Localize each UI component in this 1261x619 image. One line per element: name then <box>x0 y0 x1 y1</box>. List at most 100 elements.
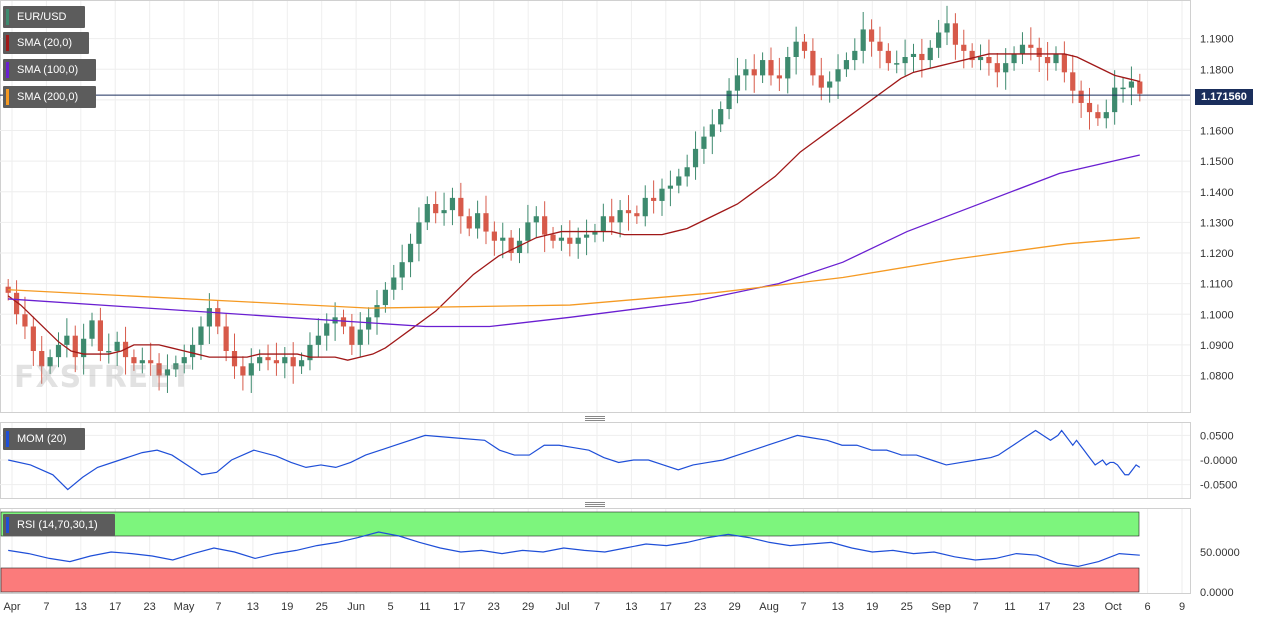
candle-body <box>47 357 53 367</box>
legend-swatch-mom <box>6 431 9 447</box>
y-tick-label: 1.1800 <box>1200 64 1234 76</box>
x-tick-label: 17 <box>1038 601 1050 613</box>
candle-body <box>173 363 179 370</box>
candle-body <box>734 75 741 91</box>
candle-body <box>231 351 238 367</box>
x-tick-label: 23 <box>1073 601 1085 613</box>
last-price-badge: 1.171560 <box>1195 89 1253 105</box>
candle-body <box>768 60 774 76</box>
candle-body <box>240 366 246 376</box>
x-tick-label: 7 <box>972 601 978 613</box>
candle-body <box>785 57 791 79</box>
candle-body <box>72 335 78 358</box>
x-tick-label: 6 <box>1145 601 1151 613</box>
legend-sma200[interactable]: SMA (200,0) <box>3 86 96 108</box>
x-tick-label: 23 <box>694 601 706 613</box>
x-tick-label: 5 <box>387 601 393 613</box>
candle-body <box>248 363 254 376</box>
candle-body <box>156 363 162 376</box>
candle-body <box>399 262 405 278</box>
candle-body <box>885 50 891 64</box>
candle-body <box>1120 87 1126 90</box>
candle-body <box>491 231 497 241</box>
candle-body <box>164 369 171 376</box>
y-tick-label: 1.1100 <box>1200 279 1233 291</box>
pane-resize-handle-2[interactable] <box>585 501 605 508</box>
candle-body <box>475 213 481 229</box>
candle-body <box>30 326 36 351</box>
x-tick-label: 9 <box>1179 601 1185 613</box>
candle-body <box>13 292 20 315</box>
y-tick-label: -0.0500 <box>1200 480 1237 492</box>
x-tick-label: 13 <box>75 601 87 613</box>
sma100-line <box>8 154 1140 328</box>
candle-body <box>977 57 984 61</box>
candle-body <box>466 216 472 229</box>
candle-body <box>64 335 70 345</box>
candle-body <box>181 357 187 364</box>
x-tick-label: 25 <box>901 601 913 613</box>
x-tick-label: 17 <box>660 601 672 613</box>
candle-body <box>1045 57 1051 64</box>
candle-body <box>843 60 850 70</box>
candle-body <box>634 213 640 217</box>
legend-mom[interactable]: MOM (20) <box>3 428 85 450</box>
y-tick-label: 1.0900 <box>1200 340 1234 352</box>
candle-body <box>190 344 196 358</box>
x-tick-label: 7 <box>594 601 600 613</box>
legend-symbol[interactable]: EUR/USD <box>3 6 85 28</box>
candle-body <box>684 167 690 177</box>
candle-body <box>357 329 363 345</box>
candle-body <box>516 240 523 253</box>
x-tick-label: 7 <box>800 601 806 613</box>
candle-body <box>701 136 707 149</box>
candle-body <box>718 109 724 125</box>
candle-body <box>483 213 489 232</box>
x-tick-label: 19 <box>866 601 878 613</box>
pane-resize-handle-1[interactable] <box>585 415 605 422</box>
sma20-line <box>7 53 1140 361</box>
candle-body <box>315 335 321 345</box>
candle-body <box>81 338 87 358</box>
legend-rsi[interactable]: RSI (14,70,30,1) <box>3 514 115 536</box>
x-tick-label: 7 <box>43 601 49 613</box>
candle-body <box>801 41 808 51</box>
candle-body <box>910 53 917 57</box>
candle-body <box>533 216 539 223</box>
candle-body <box>936 32 942 48</box>
y-tick-label: 1.1300 <box>1200 217 1234 229</box>
x-tick-label: 23 <box>488 601 500 613</box>
x-tick-label: Oct <box>1105 601 1122 613</box>
candle-body <box>667 185 673 189</box>
candle-body <box>508 237 514 253</box>
legend-swatch-symbol <box>6 9 9 25</box>
y-tick-label: 0.0000 <box>1200 587 1234 599</box>
x-tick-label: 13 <box>625 601 637 613</box>
candle-body <box>986 57 992 64</box>
candle-body <box>994 63 1000 73</box>
candle-body <box>307 344 313 361</box>
candle-body <box>340 317 347 327</box>
x-tick-label: 13 <box>247 601 259 613</box>
candle-body <box>374 305 380 318</box>
candle-body <box>424 204 430 223</box>
x-tick-label: Apr <box>3 601 20 613</box>
candle-body <box>609 216 615 223</box>
candle-body <box>441 210 447 214</box>
candle-body <box>1061 53 1067 73</box>
x-tick-label: 17 <box>109 601 121 613</box>
x-tick-label: 23 <box>144 601 156 613</box>
x-tick-label: Jul <box>556 601 570 613</box>
legend-rsi-label: RSI (14,70,30,1) <box>17 519 98 531</box>
y-tick-label: 1.1200 <box>1200 248 1234 260</box>
candle-body <box>1112 87 1118 113</box>
candle-body <box>827 81 833 88</box>
y-tick-label: 1.1600 <box>1200 126 1234 138</box>
candle-body <box>97 320 103 351</box>
legend-sma100[interactable]: SMA (100,0) <box>3 59 96 81</box>
candle-body <box>776 75 782 79</box>
legend-sma20[interactable]: SMA (20,0) <box>3 32 89 54</box>
candle-body <box>349 326 355 345</box>
candle-body <box>282 357 288 364</box>
